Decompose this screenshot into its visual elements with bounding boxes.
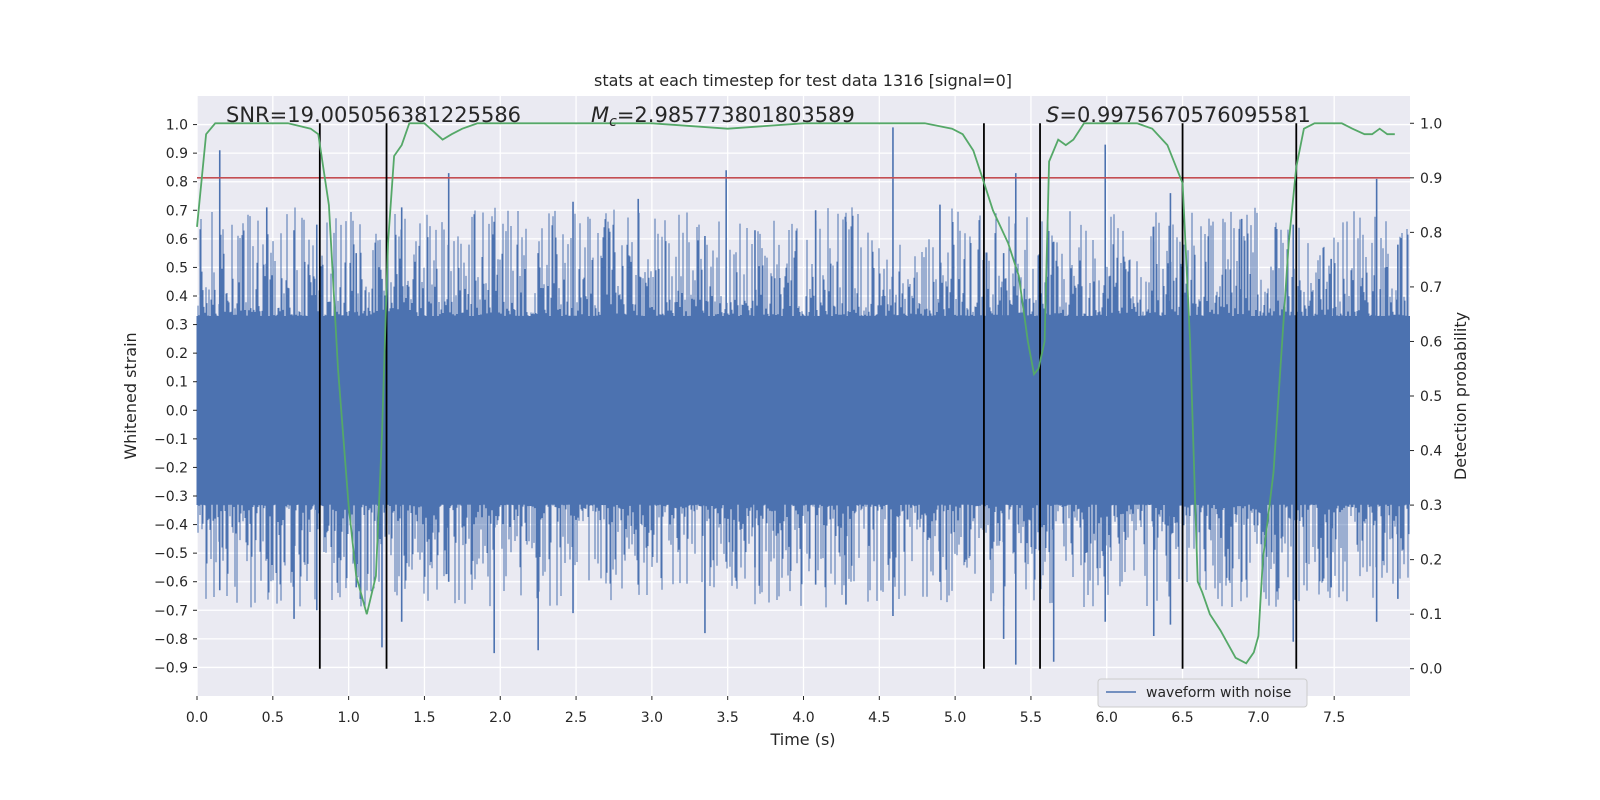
x-tick-label: 5.5 — [1020, 710, 1042, 726]
x-tick-label: 6.0 — [1096, 710, 1118, 726]
y2-tick-label: 0.4 — [1420, 444, 1442, 460]
x-axis-label: Time (s) — [769, 730, 835, 749]
y2-tick-label: 0.2 — [1420, 553, 1442, 569]
x-tick-label: 1.0 — [337, 710, 359, 726]
score-symbol: S — [1046, 103, 1059, 127]
y-tick-label: −0.8 — [154, 632, 188, 648]
legend-box — [1097, 678, 1308, 708]
y2-tick-label: 1.0 — [1420, 116, 1442, 132]
score-value: =0.9975670576095581 — [1059, 103, 1310, 127]
legend-label: waveform with noise — [1146, 685, 1291, 701]
score-annotation: S=0.9975670576095581 — [1046, 103, 1311, 127]
x-tick-label: 2.0 — [489, 710, 511, 726]
x-tick-label: 0.5 — [262, 710, 284, 726]
y-tick-label: −0.2 — [154, 460, 188, 476]
x-tick-label: 0.0 — [186, 710, 208, 726]
y-tick-label: −0.6 — [154, 575, 188, 591]
y-tick-label: 0.4 — [166, 289, 188, 305]
y2-tick-label: 0.8 — [1420, 225, 1442, 241]
y-tick-label: −0.1 — [154, 432, 188, 448]
y-tick-label: 0.9 — [166, 146, 188, 162]
y-tick-label: −0.9 — [154, 660, 188, 676]
chirp-mass-subscript: c — [609, 114, 617, 130]
y-tick-label: 0.3 — [166, 318, 188, 334]
y-tick-label: −0.4 — [154, 518, 188, 534]
x-tick-label: 4.0 — [792, 710, 814, 726]
chirp-mass-annotation: Mc=2.985773801803589 — [591, 103, 855, 130]
x-tick-label: 3.5 — [717, 710, 739, 726]
y-tick-label: 0.0 — [166, 403, 188, 419]
y-tick-label: 0.7 — [166, 203, 188, 219]
chart-title: stats at each timestep for test data 131… — [594, 71, 1012, 90]
y2-tick-label: 0.6 — [1420, 334, 1442, 350]
y2-tick-label: 0.7 — [1420, 280, 1442, 296]
x-tick-label: 6.5 — [1171, 710, 1193, 726]
y2-tick-labels: 1.0 0.9 0.8 0.7 0.6 0.5 0.4 0.3 0.2 0.1 0.0 — [1410, 116, 1442, 678]
y2-tick-label: 0.5 — [1420, 389, 1442, 405]
chirp-mass-symbol: M — [591, 103, 609, 127]
snr-annotation: SNR=19.005056381225586 — [226, 103, 521, 127]
x-tick-label: 4.5 — [868, 710, 890, 726]
y-tick-label: 0.6 — [166, 232, 188, 248]
marker-lines — [318, 123, 1298, 669]
y-tick-label: 0.1 — [166, 375, 188, 391]
legend: waveform with noise — [1097, 678, 1308, 708]
waveform-series — [196, 127, 1410, 665]
y-tick-label: 0.8 — [166, 175, 188, 191]
y-tick-label: 1.0 — [166, 118, 188, 134]
y2-tick-label: 0.1 — [1420, 607, 1442, 623]
probability-series — [196, 122, 1395, 665]
y-tick-label: 0.2 — [166, 346, 188, 362]
x-tick-label: 7.5 — [1323, 710, 1345, 726]
y2-axis-label: Detection probability — [1451, 312, 1470, 480]
x-tick-label: 2.5 — [565, 710, 587, 726]
y-tick-label: −0.5 — [154, 546, 188, 562]
probability-line — [196, 122, 1395, 665]
x-tick-label: 3.0 — [641, 710, 663, 726]
y-tick-labels: 1.0 0.9 0.8 0.7 0.6 0.5 0.4 0.3 0.2 0.1 0.0 −0.1 −0.… — [154, 118, 197, 676]
x-tick-labels: 0.0 0.5 1.0 1.5 2.0 2.5 3.0 3.5 4.0 4.5 5.0 5.5 6.0 6… — [186, 696, 1345, 726]
x-tick-label: 5.0 — [944, 710, 966, 726]
y2-tick-label: 0.9 — [1420, 171, 1442, 187]
y-axis-label: Whitened strain — [121, 332, 140, 459]
y-tick-label: −0.7 — [154, 603, 188, 619]
x-tick-label: 7.0 — [1247, 710, 1269, 726]
y-tick-label: 0.5 — [166, 260, 188, 276]
x-tick-label: 1.5 — [413, 710, 435, 726]
y-tick-label: −0.3 — [154, 489, 188, 505]
y2-tick-label: 0.0 — [1420, 662, 1442, 678]
y2-tick-label: 0.3 — [1420, 498, 1442, 514]
chirp-mass-value: =2.985773801803589 — [617, 103, 855, 127]
